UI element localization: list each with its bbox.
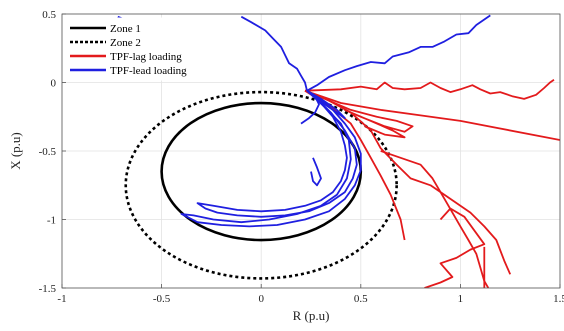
x-tick-label: -0.5: [153, 293, 171, 305]
legend-label: TPF-lag loading: [110, 51, 182, 63]
x-tick-label: 0: [258, 293, 264, 305]
tpf-lead-loading-trajectory: [240, 15, 308, 91]
legend-label: Zone 2: [110, 37, 141, 49]
x-tick-label: -1: [57, 293, 66, 305]
legend-label: TPF-lead loading: [110, 65, 187, 77]
tpf-lead-loading-trajectory: [310, 157, 322, 187]
legend-label: Zone 1: [110, 23, 141, 35]
y-tick-label: 0.5: [42, 9, 56, 21]
x-tick-label: 1: [458, 293, 464, 305]
y-tick-label: -0.5: [39, 146, 57, 158]
zone-2-boundary: [124, 90, 398, 280]
tpf-lag-loading-trajectory: [304, 89, 560, 141]
y-tick-label: 0: [51, 78, 57, 90]
tpf-lag-loading-trajectory: [304, 89, 414, 139]
x-tick-label: 0.5: [354, 293, 368, 305]
x-axis-label: R (p.u): [293, 308, 330, 323]
tpf-lead-loading-trajectory: [300, 89, 320, 125]
tpf-lead-loading-trajectory: [180, 89, 362, 228]
tpf-lead-loading-trajectory: [196, 90, 358, 218]
y-tick-label: -1: [47, 215, 56, 227]
legend: Zone 1 Zone 2 TPF-lag loading TPF-lead load…: [65, 17, 213, 81]
tpf-lag-loading-trajectory: [380, 150, 490, 288]
tpf-lead-loading-trajectory: [306, 14, 491, 92]
tpf-lag-loading-trajectory: [304, 89, 406, 241]
tpf-lead-loading-trajectory: [306, 89, 346, 119]
x-tick-label: 1.5: [553, 293, 564, 305]
tpf-lag-loading-trajectory: [424, 207, 486, 288]
tick-labels: -1-0.500.511.50.50-0.5-1-1.5: [39, 9, 564, 305]
y-tick-label: -1.5: [39, 283, 57, 295]
tpf-lag-loading-trajectory: [320, 95, 512, 275]
y-axis-label: X (p.u): [8, 132, 23, 170]
tpf-lag-loading-trajectory: [304, 79, 555, 100]
plot-area: [117, 14, 560, 288]
